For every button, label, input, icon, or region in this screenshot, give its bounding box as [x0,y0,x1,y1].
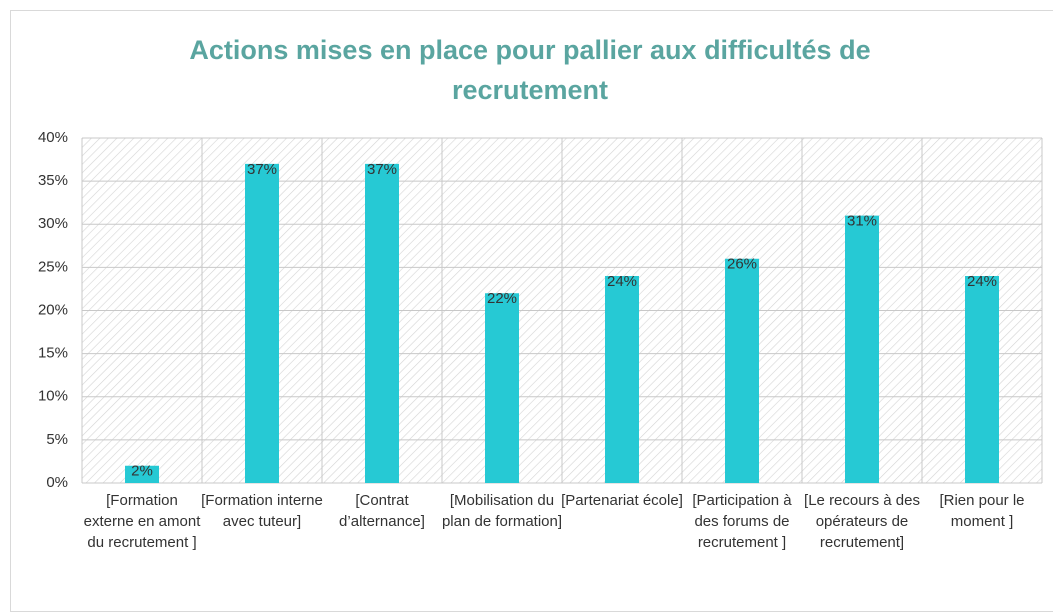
bar [605,276,639,483]
y-tick-label: 5% [46,431,68,448]
data-label: 24% [967,273,997,290]
x-tick-label: [Le recours à des opérateurs de recrutem… [804,492,920,551]
data-label: 2% [131,463,153,480]
x-tick-label: [Formation interne avec tuteur] [201,492,323,530]
y-tick-label: 20% [38,301,68,318]
data-label: 22% [487,290,517,307]
chart-title: Actions mises en place pour pallier aux … [189,35,871,105]
y-tick-label: 40% [38,129,68,146]
bar [965,276,999,483]
data-label: 31% [847,213,877,230]
bar [245,163,279,483]
data-label: 37% [247,161,277,178]
bar [365,163,399,483]
bar [125,465,159,483]
x-tick-label: [Partenariat école] [561,492,683,509]
page: Actions mises en place pour pallier aux … [10,10,1053,612]
x-tick-label: [Contrat d’alternance] [339,492,425,530]
data-label: 24% [607,273,637,290]
chart: 0% 5% 10% 15% 20% 25% 30% 35% 40% 2% 37% 37% 22% 24% 2… [38,129,1043,491]
y-tick-label: 15% [38,345,68,362]
y-tick-label: 10% [38,388,68,405]
y-tick-label: 35% [38,172,68,189]
x-tick-label: [Mobilisation du plan de formation] [441,492,563,530]
data-label: 37% [367,161,397,178]
bar [725,258,759,483]
data-label: 26% [727,256,757,273]
x-tick-label: [Rien pour le moment ] [939,492,1025,530]
y-tick-label: 30% [38,215,68,232]
bar [485,293,519,483]
x-tick-label: [Formation externe en amont du recruteme… [83,492,201,551]
x-tick-label: [Participation à des forums de recruteme… [692,492,792,551]
bar [845,215,879,483]
y-tick-label: 25% [38,258,68,275]
y-tick-label: 0% [46,474,68,491]
